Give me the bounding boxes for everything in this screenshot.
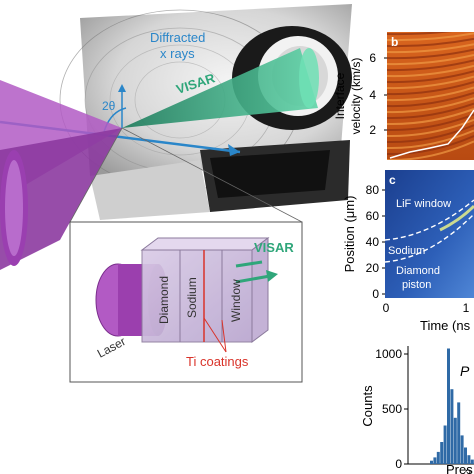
panel-c-yticks <box>382 189 385 295</box>
panel-c-ytick-0: 0 <box>372 287 379 301</box>
panel-c-ytick-80: 80 <box>366 183 380 197</box>
diffracted-label-1: Diffracted <box>150 30 205 45</box>
streak-fringe <box>387 59 474 72</box>
streak-fringe <box>387 32 474 42</box>
laser-beam <box>0 80 122 270</box>
panel-c-ytick-60: 60 <box>366 209 380 223</box>
streak-fringe <box>387 70 474 84</box>
panel-d-ytick-500: 500 <box>382 402 402 416</box>
panel-d-ylabel: Counts <box>360 385 375 427</box>
inset-window-label: Window <box>229 279 243 322</box>
histogram-bar <box>464 447 467 464</box>
two-theta-label: 2θ <box>102 99 116 113</box>
panel-b-letter: b <box>391 35 398 49</box>
histogram-bar <box>440 442 444 464</box>
inset-ti-label: Ti coatings <box>186 354 249 369</box>
panel-d-ytick-0: 0 <box>395 457 402 471</box>
histogram-bar <box>460 435 464 464</box>
inset-visar-label: VISAR <box>254 240 294 255</box>
panel-c-letter: c <box>389 173 396 187</box>
panel-c-sodium-label: Sodium <box>388 245 425 257</box>
streak-fringe <box>387 124 474 144</box>
histogram-bars <box>430 348 474 464</box>
streak-fringe <box>387 48 474 60</box>
streak-fringe <box>387 75 474 90</box>
panel-c: c LiF window Sodium Diamond piston 80 60… <box>342 170 474 333</box>
panel-c-diamond-label-1: Diamond <box>396 265 440 277</box>
panel-d: 1000 500 0 Counts P 2 Pres <box>360 346 474 474</box>
panel-c-lif-label: LiF window <box>396 198 451 210</box>
panel-d-xlabel: Pres <box>446 462 473 474</box>
panel-c-xtick-1: 1 <box>463 301 470 315</box>
panel-b-ylabel-1: Interface <box>333 72 347 119</box>
lower-detector <box>90 140 350 220</box>
streak-fringe <box>387 43 474 54</box>
panel-d-annotation: P <box>460 363 470 379</box>
streak-fringe <box>387 113 474 132</box>
panel-c-xlabel: Time (ns <box>420 318 471 333</box>
panel-b: b 6 4 2 Interface velocity (km/s) <box>333 32 474 160</box>
panel-c-diamond-label-2: piston <box>402 279 431 291</box>
streak-fringe <box>387 37 474 48</box>
visar-beam <box>122 48 318 128</box>
streak-fringe <box>387 135 474 156</box>
histogram-bar <box>450 389 454 464</box>
velocity-trace <box>389 109 474 159</box>
histogram-bar <box>430 460 433 464</box>
streak-fringe <box>387 91 474 108</box>
panel-c-ytick-40: 40 <box>366 235 380 249</box>
histogram-bar <box>447 348 450 464</box>
streak-fringe <box>387 129 474 150</box>
panel-b-ytick-4: 4 <box>369 88 376 102</box>
streak-fringe <box>387 97 474 114</box>
histogram-bar <box>433 457 437 464</box>
streak-fringe <box>387 81 474 96</box>
inset-sodium-label: Sodium <box>185 277 199 318</box>
panel-c-ylabel: Position (μm) <box>342 196 357 273</box>
streak-fringe <box>387 86 474 102</box>
streak-fringe <box>387 64 474 78</box>
panel-b-ytick-6: 6 <box>369 51 376 65</box>
histogram-bar <box>457 402 461 464</box>
histogram-bar <box>453 417 457 464</box>
histogram-bar <box>436 451 440 464</box>
histogram-bar <box>443 425 447 464</box>
streak-fringe <box>387 54 474 66</box>
panel-b-ylabel-2: velocity (km/s) <box>349 58 363 135</box>
streak-fringe <box>387 102 474 120</box>
panel-d-xtick: 2 <box>465 467 472 474</box>
panel-c-ytick-20: 20 <box>366 261 380 275</box>
streak-fringe <box>387 108 474 126</box>
inset-diamond-label: Diamond <box>157 276 171 324</box>
panel-d-ytick-1000: 1000 <box>375 347 402 361</box>
histogram-bar <box>470 459 474 464</box>
streak-fringe <box>387 32 452 36</box>
inset-target: Diamond Sodium Window VISAR Laser Ti coa… <box>69 221 303 383</box>
streak-fringe <box>387 140 474 160</box>
panel-b-ytick-2: 2 <box>369 123 376 137</box>
panel-c-xtick-0: 0 <box>383 301 390 315</box>
diffracted-label-2: x rays <box>160 46 195 61</box>
histogram-bar <box>467 455 471 464</box>
